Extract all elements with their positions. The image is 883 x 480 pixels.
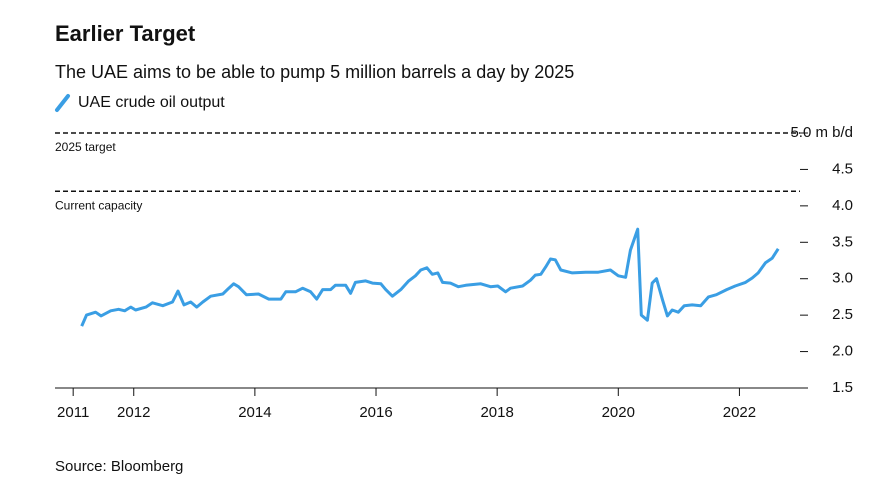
- y-tick-label: 5.0 m b/d: [790, 124, 853, 141]
- legend-label: UAE crude oil output: [78, 94, 225, 111]
- x-tick-label: 2016: [359, 404, 392, 421]
- reference-label: 2025 target: [55, 140, 116, 154]
- x-tick-label: 2012: [117, 404, 150, 421]
- y-tick-label: 3.5: [832, 233, 853, 250]
- legend-swatch: [55, 94, 70, 112]
- data-line: [80, 227, 780, 327]
- y-tick-label: 2.5: [832, 306, 853, 323]
- x-tick-label: 2014: [238, 404, 271, 421]
- y-tick-label: 4.5: [832, 160, 853, 177]
- y-tick-label: 2.0: [832, 343, 853, 360]
- y-tick-label: 3.0: [832, 270, 853, 287]
- chart-title: Earlier Target: [55, 21, 196, 46]
- source: Source: Bloomberg: [55, 458, 183, 475]
- x-tick-label: 2020: [602, 404, 635, 421]
- y-tick-label: 4.0: [832, 197, 853, 214]
- x-tick-label: 2011: [57, 404, 89, 421]
- y-tick-label: 1.5: [832, 379, 853, 396]
- x-tick-label: 2018: [480, 404, 513, 421]
- chart-subtitle: The UAE aims to be able to pump 5 millio…: [55, 62, 574, 82]
- reference-label: Current capacity: [55, 198, 142, 212]
- x-tick-label: 2022: [723, 404, 756, 421]
